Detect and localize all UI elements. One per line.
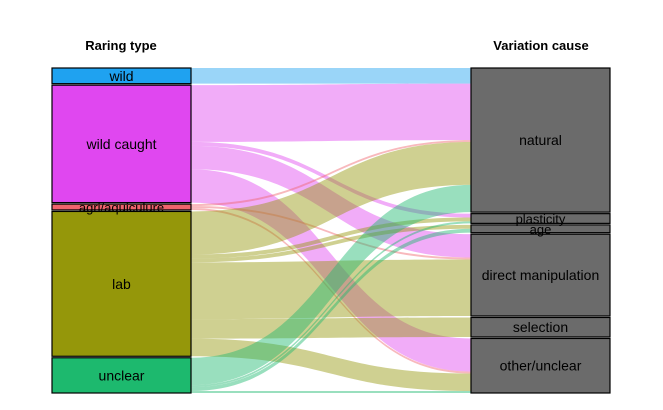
right-node-label-age: age [530,222,552,237]
left-node-lab [51,210,192,357]
flow-agri-aquiculure-to-other-unclear [191,207,471,374]
right-node-natural [470,67,611,213]
flow-unclear-to-other-unclear [191,391,471,393]
flow-wild-caught-to-other-unclear [191,169,471,372]
left-node-unclear [51,357,192,394]
axis-title-variation-cause: Variation cause [493,38,588,53]
right-node-age [470,224,611,234]
flow-wild-caught-to-plasticity [191,141,471,218]
left-node-agri-aquiculure [51,203,192,211]
right-node-label-other-unclear: other/unclear [500,358,582,374]
left-node-wild [51,67,192,85]
flow-unclear-to-natural [191,184,471,386]
left-node-label-wild: wild [108,68,133,84]
flow-unclear-to-plasticity [191,221,471,388]
right-node-label-plasticity: plasticity [516,212,566,227]
left-node-label-agri-aquiculure: agri/aquiculure [79,200,164,215]
right-node-plasticity [470,213,611,224]
flow-group [191,68,471,393]
right-node-selection [470,316,611,338]
left-node-label-lab: lab [112,276,131,292]
right-node-label-direct-manipulation: direct manipulation [482,267,600,283]
flow-wild-to-natural [191,68,471,84]
node-group: wild wild caught agri/aquiculure lab unclear… [51,67,611,394]
flow-lab-to-other-unclear [191,338,471,392]
right-node-label-selection: selection [513,319,568,335]
flow-agri-aquiculure-to-direct-manipulation [191,206,471,260]
axis-title-raring-type: Raring type [85,38,157,53]
flow-lab-to-natural [191,142,471,255]
flow-lab-to-age [191,224,471,263]
flow-agri-aquiculure-to-natural [191,140,471,207]
right-node-direct-manipulation [470,233,611,317]
flow-unclear-to-age [191,228,471,392]
right-node-other-unclear [470,337,611,394]
flow-lab-to-selection [191,317,471,339]
flow-wild-caught-to-direct-manipulation [191,145,471,258]
flow-wild-caught-to-natural [191,83,471,142]
left-node-wild-caught [51,84,192,204]
flow-lab-to-plasticity [191,217,471,259]
left-node-label-unclear: unclear [99,367,145,383]
left-node-label-wild-caught: wild caught [85,136,156,152]
right-node-label-natural: natural [519,132,562,148]
flow-lab-to-direct-manipulation [191,259,471,320]
